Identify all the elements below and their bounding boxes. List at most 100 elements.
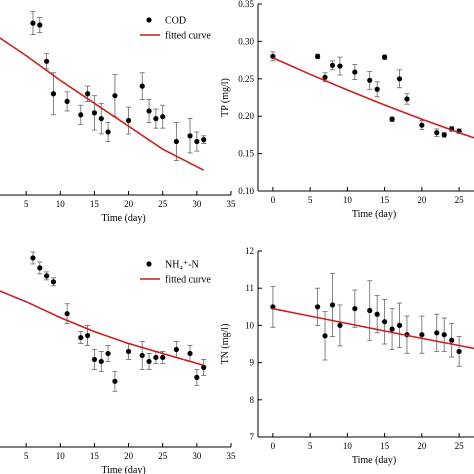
legend-label-fit: fitted curve bbox=[165, 31, 211, 42]
y-tick-label: 8 bbox=[250, 395, 255, 405]
data-point bbox=[337, 63, 343, 69]
legend-label-points: COD bbox=[165, 16, 186, 27]
data-point bbox=[91, 356, 98, 363]
cod-panel: 5 10 15 20 25 30 35 Time (day) COD fitted curve bbox=[0, 11, 237, 224]
data-point bbox=[173, 138, 179, 145]
data-point bbox=[187, 350, 193, 357]
x-tick-label: 30 bbox=[192, 451, 202, 461]
x-tick-label: 20 bbox=[417, 195, 427, 205]
data-point bbox=[85, 91, 91, 97]
nh4-panel: 5 10 15 20 25 30 35 Time (day) NH₄⁺-N fitted curv… bbox=[0, 251, 237, 474]
data-point bbox=[449, 337, 455, 343]
x-tick-label: 5 bbox=[308, 441, 313, 451]
y-axis-label: TN (mg/l) bbox=[220, 324, 231, 365]
x-tick-label: 5 bbox=[24, 199, 29, 209]
x-tick-label: 25 bbox=[158, 199, 168, 209]
x-axis-label: Time (day) bbox=[352, 455, 396, 466]
x-tick-label: 5 bbox=[24, 451, 29, 461]
data-point bbox=[44, 273, 50, 279]
data-point bbox=[201, 137, 207, 143]
data-point bbox=[396, 76, 403, 82]
data-point bbox=[37, 22, 43, 28]
data-point bbox=[194, 138, 200, 145]
data-point bbox=[404, 96, 410, 102]
data-point bbox=[153, 354, 159, 361]
data-point bbox=[125, 348, 132, 355]
data-point bbox=[91, 110, 98, 116]
y-tick-label: 0.10 bbox=[238, 186, 254, 196]
x-tick-label: 20 bbox=[124, 199, 134, 209]
y-tick-label: 0.25 bbox=[238, 74, 254, 84]
legend-marker-points bbox=[146, 261, 152, 267]
data-point bbox=[456, 348, 462, 355]
x-tick-label: 35 bbox=[227, 199, 237, 209]
data-point bbox=[50, 279, 57, 285]
x-tick-label: 25 bbox=[455, 195, 465, 205]
data-point bbox=[194, 374, 200, 380]
data-point bbox=[434, 130, 440, 136]
data-point bbox=[160, 354, 166, 361]
y-tick-label: 11 bbox=[245, 283, 254, 293]
x-tick-label: 15 bbox=[90, 451, 100, 461]
data-point bbox=[419, 122, 425, 128]
y-axis-label: TP (mg/l) bbox=[220, 78, 231, 117]
data-point bbox=[173, 346, 179, 353]
x-tick-label: 10 bbox=[56, 451, 66, 461]
data-point bbox=[139, 83, 145, 89]
y-tick-label: 9 bbox=[250, 358, 255, 368]
x-tick-label: 10 bbox=[56, 199, 66, 209]
data-point bbox=[374, 311, 380, 317]
x-tick-label: 20 bbox=[124, 451, 134, 461]
data-point bbox=[44, 58, 50, 64]
data-point bbox=[441, 132, 447, 138]
data-point bbox=[98, 358, 104, 365]
x-tick-label: 30 bbox=[192, 199, 202, 209]
x-tick-label: 20 bbox=[417, 441, 427, 451]
data-point bbox=[139, 352, 145, 359]
data-point bbox=[30, 255, 36, 261]
x-tick-label: 15 bbox=[380, 441, 390, 451]
data-point bbox=[382, 54, 388, 60]
data-point bbox=[105, 129, 111, 135]
y-tick-label: 0.20 bbox=[238, 111, 254, 121]
x-axis-label: Time (day) bbox=[101, 213, 145, 224]
data-point bbox=[153, 116, 159, 122]
x-tick-label: 15 bbox=[90, 199, 100, 209]
data-point bbox=[322, 74, 328, 80]
data-point bbox=[352, 69, 358, 75]
data-point bbox=[125, 117, 132, 124]
tn-panel: 0 5 10 15 20 25 7 8 9 10 11 12 Time (day) TN (mg/l) bbox=[220, 246, 474, 466]
data-point bbox=[105, 350, 111, 357]
x-tick-label: 10 bbox=[343, 195, 353, 205]
data-point bbox=[352, 306, 358, 312]
legend-label-points: NH₄⁺-N bbox=[165, 260, 199, 271]
data-point bbox=[160, 114, 166, 120]
data-point bbox=[270, 304, 276, 310]
x-axis-label: Time (day) bbox=[101, 465, 145, 474]
y-tick-label: 10 bbox=[245, 320, 255, 330]
x-tick-label: 5 bbox=[308, 195, 313, 205]
data-point bbox=[322, 333, 328, 339]
data-point bbox=[37, 265, 43, 271]
legend-marker-points bbox=[146, 17, 152, 23]
data-point bbox=[187, 133, 193, 139]
x-tick-label: 35 bbox=[227, 451, 237, 461]
data-point bbox=[98, 116, 104, 122]
data-point bbox=[85, 332, 91, 339]
y-tick-label: 7 bbox=[250, 432, 255, 442]
data-point bbox=[146, 358, 152, 365]
data-point bbox=[314, 304, 321, 310]
data-point bbox=[30, 20, 36, 26]
data-point bbox=[112, 378, 118, 384]
data-point bbox=[146, 108, 152, 114]
data-point bbox=[434, 330, 440, 336]
data-point bbox=[314, 53, 321, 59]
data-point bbox=[64, 98, 70, 105]
fitted-curve-line bbox=[0, 290, 204, 367]
data-point bbox=[50, 91, 57, 97]
data-point bbox=[367, 77, 373, 83]
x-tick-label: 25 bbox=[455, 441, 465, 451]
data-point bbox=[329, 302, 336, 308]
data-point bbox=[367, 307, 373, 314]
